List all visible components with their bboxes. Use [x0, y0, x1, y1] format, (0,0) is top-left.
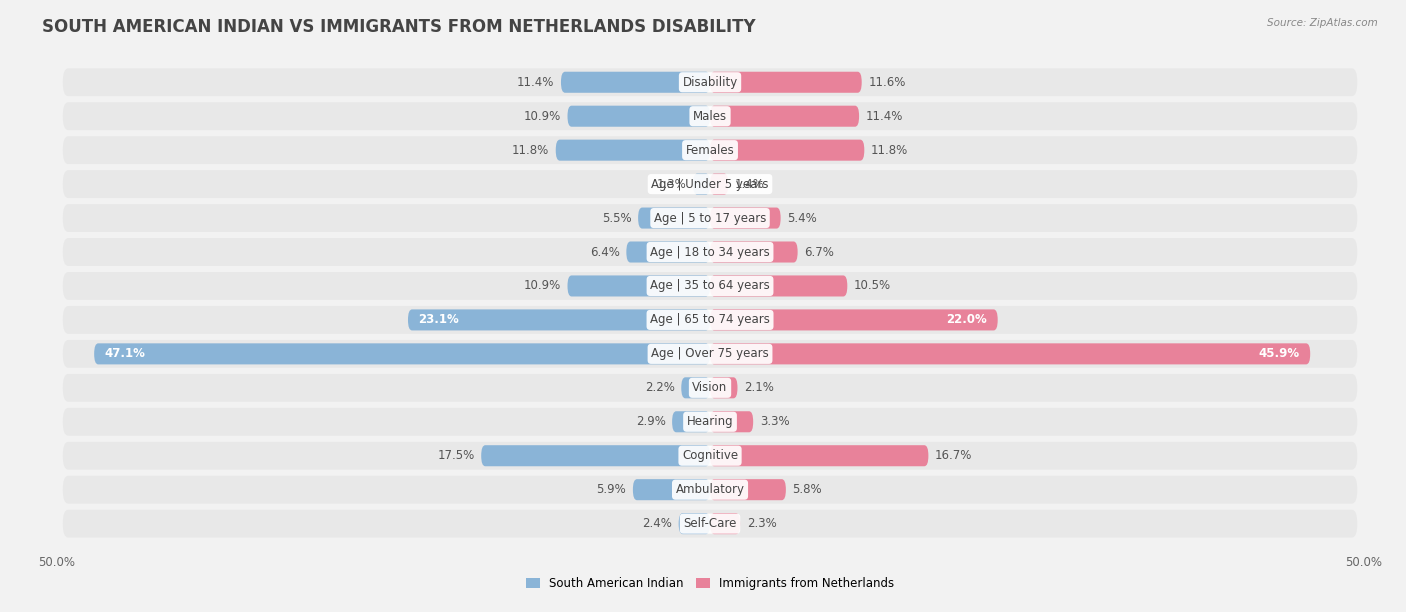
- Text: 2.2%: 2.2%: [645, 381, 675, 394]
- FancyBboxPatch shape: [672, 411, 710, 432]
- FancyBboxPatch shape: [710, 242, 797, 263]
- Text: Age | 18 to 34 years: Age | 18 to 34 years: [650, 245, 770, 258]
- FancyBboxPatch shape: [710, 140, 865, 161]
- Text: Age | Under 5 years: Age | Under 5 years: [651, 177, 769, 190]
- Text: 22.0%: 22.0%: [946, 313, 987, 326]
- FancyBboxPatch shape: [63, 170, 1357, 198]
- Text: Age | Over 75 years: Age | Over 75 years: [651, 348, 769, 360]
- FancyBboxPatch shape: [408, 310, 710, 330]
- Text: Disability: Disability: [682, 76, 738, 89]
- FancyBboxPatch shape: [710, 275, 848, 296]
- Text: Age | 65 to 74 years: Age | 65 to 74 years: [650, 313, 770, 326]
- Text: 5.5%: 5.5%: [602, 212, 631, 225]
- FancyBboxPatch shape: [63, 272, 1357, 300]
- FancyBboxPatch shape: [710, 174, 728, 195]
- FancyBboxPatch shape: [63, 136, 1357, 164]
- Text: 17.5%: 17.5%: [437, 449, 475, 462]
- FancyBboxPatch shape: [682, 377, 710, 398]
- Text: Females: Females: [686, 144, 734, 157]
- Text: 10.9%: 10.9%: [523, 110, 561, 122]
- Text: 11.8%: 11.8%: [870, 144, 908, 157]
- FancyBboxPatch shape: [481, 445, 710, 466]
- FancyBboxPatch shape: [63, 476, 1357, 504]
- Text: Vision: Vision: [692, 381, 728, 394]
- Text: 5.9%: 5.9%: [596, 483, 626, 496]
- Text: 6.7%: 6.7%: [804, 245, 834, 258]
- FancyBboxPatch shape: [561, 72, 710, 93]
- FancyBboxPatch shape: [710, 411, 754, 432]
- FancyBboxPatch shape: [710, 72, 862, 93]
- FancyBboxPatch shape: [710, 377, 738, 398]
- FancyBboxPatch shape: [63, 204, 1357, 232]
- Text: 3.3%: 3.3%: [759, 416, 789, 428]
- FancyBboxPatch shape: [63, 340, 1357, 368]
- FancyBboxPatch shape: [710, 479, 786, 500]
- Text: 5.8%: 5.8%: [793, 483, 823, 496]
- FancyBboxPatch shape: [568, 275, 710, 296]
- Text: 1.4%: 1.4%: [735, 177, 765, 190]
- Text: Ambulatory: Ambulatory: [675, 483, 745, 496]
- Text: Source: ZipAtlas.com: Source: ZipAtlas.com: [1267, 18, 1378, 28]
- Text: Self-Care: Self-Care: [683, 517, 737, 530]
- Text: 2.3%: 2.3%: [747, 517, 776, 530]
- FancyBboxPatch shape: [710, 513, 740, 534]
- FancyBboxPatch shape: [638, 207, 710, 228]
- Text: Cognitive: Cognitive: [682, 449, 738, 462]
- Text: Males: Males: [693, 110, 727, 122]
- FancyBboxPatch shape: [63, 69, 1357, 96]
- FancyBboxPatch shape: [63, 408, 1357, 436]
- FancyBboxPatch shape: [94, 343, 710, 364]
- FancyBboxPatch shape: [63, 306, 1357, 334]
- Text: 11.6%: 11.6%: [869, 76, 905, 89]
- Text: 11.4%: 11.4%: [517, 76, 554, 89]
- Legend: South American Indian, Immigrants from Netherlands: South American Indian, Immigrants from N…: [522, 572, 898, 594]
- FancyBboxPatch shape: [710, 310, 998, 330]
- Text: 2.1%: 2.1%: [744, 381, 773, 394]
- FancyBboxPatch shape: [63, 238, 1357, 266]
- FancyBboxPatch shape: [626, 242, 710, 263]
- FancyBboxPatch shape: [710, 207, 780, 228]
- Text: Age | 5 to 17 years: Age | 5 to 17 years: [654, 212, 766, 225]
- FancyBboxPatch shape: [63, 510, 1357, 537]
- Text: 2.4%: 2.4%: [643, 517, 672, 530]
- FancyBboxPatch shape: [568, 106, 710, 127]
- FancyBboxPatch shape: [63, 102, 1357, 130]
- FancyBboxPatch shape: [633, 479, 710, 500]
- Text: SOUTH AMERICAN INDIAN VS IMMIGRANTS FROM NETHERLANDS DISABILITY: SOUTH AMERICAN INDIAN VS IMMIGRANTS FROM…: [42, 18, 756, 36]
- Text: 2.9%: 2.9%: [636, 416, 665, 428]
- Text: 16.7%: 16.7%: [935, 449, 973, 462]
- Text: 47.1%: 47.1%: [104, 348, 145, 360]
- FancyBboxPatch shape: [679, 513, 710, 534]
- Text: 23.1%: 23.1%: [419, 313, 460, 326]
- FancyBboxPatch shape: [555, 140, 710, 161]
- FancyBboxPatch shape: [63, 374, 1357, 401]
- Text: 10.5%: 10.5%: [853, 280, 891, 293]
- Text: 10.9%: 10.9%: [523, 280, 561, 293]
- Text: 11.4%: 11.4%: [866, 110, 903, 122]
- FancyBboxPatch shape: [710, 106, 859, 127]
- Text: 1.3%: 1.3%: [657, 177, 686, 190]
- Text: Age | 35 to 64 years: Age | 35 to 64 years: [650, 280, 770, 293]
- Text: 45.9%: 45.9%: [1258, 348, 1299, 360]
- FancyBboxPatch shape: [710, 445, 928, 466]
- FancyBboxPatch shape: [693, 174, 710, 195]
- Text: Hearing: Hearing: [686, 416, 734, 428]
- FancyBboxPatch shape: [710, 343, 1310, 364]
- Text: 5.4%: 5.4%: [787, 212, 817, 225]
- Text: 11.8%: 11.8%: [512, 144, 550, 157]
- Text: 6.4%: 6.4%: [591, 245, 620, 258]
- FancyBboxPatch shape: [63, 442, 1357, 469]
